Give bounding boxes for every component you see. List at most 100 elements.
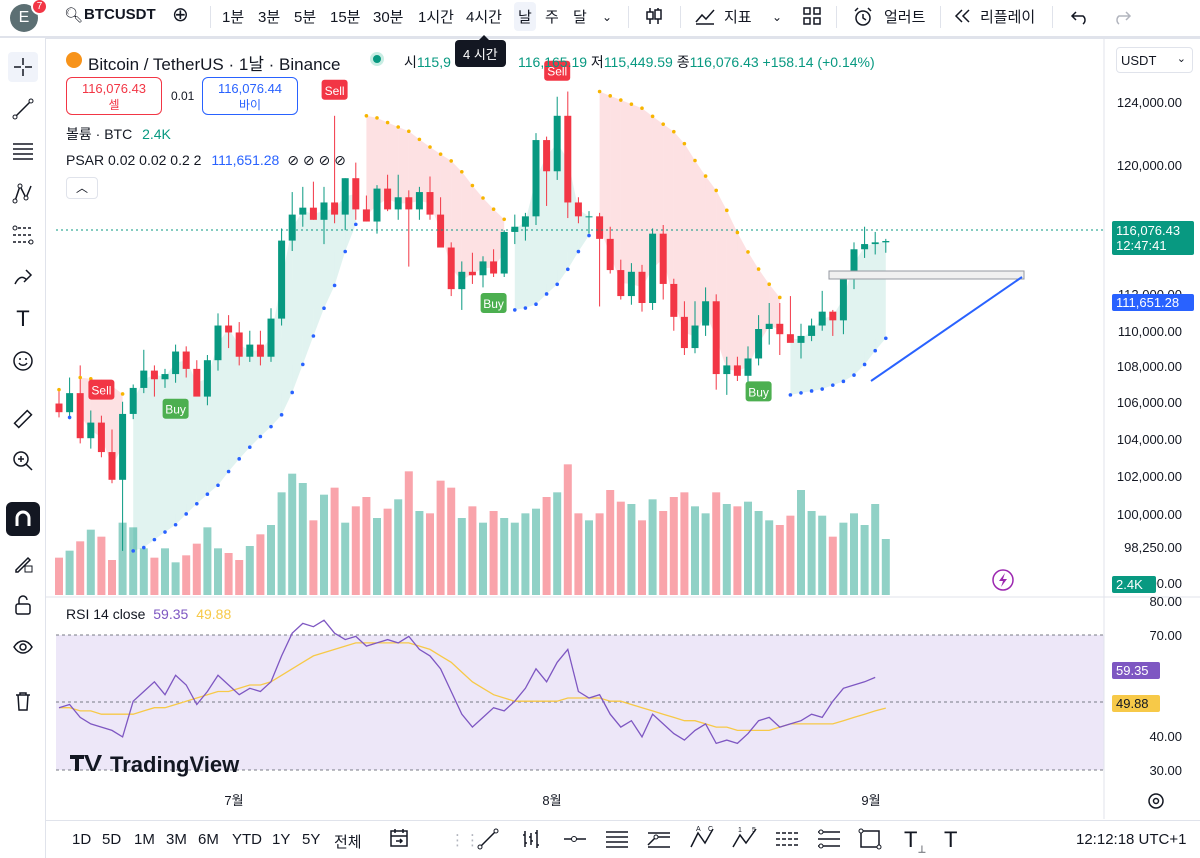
candle-body [246,344,254,357]
psar-indicator-legend[interactable]: PSAR 0.02 0.02 0.2 2 111,651.28 ⊘ ⊘ ⊘ ⊘ [66,152,346,169]
add-symbol-icon[interactable]: ⊕ [172,4,189,26]
interval-1d[interactable]: 날 [514,2,536,31]
visibility-eye-icon[interactable] [8,632,38,662]
rectangle-drawing[interactable] [828,270,1025,280]
symbol-search[interactable]: BTCUSDT [84,6,156,23]
fib-tool-icon[interactable] [646,827,672,855]
alarm-clock-icon[interactable] [852,6,874,32]
lock-drawing-icon[interactable] [8,548,38,578]
sell-button[interactable]: 116,076.43 셀 [66,77,162,115]
text-icon[interactable]: T [944,827,958,852]
emoji-icon[interactable] [8,346,38,376]
parallel-channel-icon[interactable] [604,827,630,855]
volume-indicator-legend[interactable]: 볼륨 · BTC 2.4K [66,124,171,144]
fib-retracement-icon[interactable] [8,220,38,250]
divider [940,6,941,28]
interval-15m[interactable]: 15분 [330,9,361,26]
horizontal-lines-icon[interactable] [8,136,38,166]
range-all[interactable]: 전체 [334,834,362,851]
clock-display[interactable]: 12:12:18 UTC+1 [1076,831,1187,848]
zoom-in-icon[interactable] [8,446,38,476]
currency-select[interactable]: USDT ⌄ [1116,47,1193,73]
volume-bar [510,522,519,595]
symbol-title[interactable]: Bitcoin / TetherUS · 1날 · Binance [88,55,341,74]
layout-grid-icon[interactable] [802,6,822,30]
range-1m[interactable]: 1M [134,831,155,848]
undo-icon[interactable] [1070,6,1090,30]
goto-date-icon[interactable] [388,827,410,853]
text-tool-icon[interactable]: T [16,306,30,331]
interval-4h[interactable]: 4시간 [466,9,502,26]
candle-body [680,316,688,349]
lock-icon[interactable] [8,590,38,620]
replay-icon[interactable] [952,6,972,30]
psar-dot [332,283,337,288]
volume-bar [701,513,710,595]
ruler-icon[interactable] [8,404,38,434]
crosshair-icon[interactable] [8,52,38,82]
psar-dot [322,306,326,311]
interval-1m[interactable]: 1분 [222,9,245,26]
text-note-icon[interactable]: T⊥ [904,827,927,856]
trend-line-drawing[interactable] [870,276,1023,382]
brush-icon[interactable] [8,262,38,292]
interval-1h[interactable]: 1시간 [418,9,454,26]
long-position-icon[interactable] [774,827,800,855]
chevron-down-icon[interactable]: ⌄ [602,10,613,24]
drag-handle-icon[interactable]: ⋮⋮ [450,832,480,849]
horizontal-ray-icon[interactable] [562,827,588,855]
psar-dot [703,174,708,178]
interval-3m[interactable]: 3분 [258,9,281,26]
settings-gear-icon[interactable] [1148,793,1164,809]
psar-price-tag: 111,651.28 [1112,294,1194,311]
range-5y[interactable]: 5Y [302,831,321,848]
rectangle-tool-icon[interactable] [858,827,882,855]
trash-icon[interactable] [8,686,38,716]
psar-extras: ⊘ ⊘ ⊘ ⊘ [287,152,346,168]
collapse-legend-chevron-up-icon[interactable]: ︿ [66,177,98,199]
candle-body [596,216,604,239]
range-1y[interactable]: 1Y [272,831,291,848]
range-3m[interactable]: 3M [166,831,187,848]
magnet-icon[interactable] [6,502,40,536]
psar-fill-segment [260,337,271,437]
volume-bar [436,480,445,595]
buy-button[interactable]: 116,076.44 바이 [202,77,298,115]
pattern-icon[interactable] [8,178,38,208]
volume-bar [288,473,297,595]
candle-body [850,249,858,277]
interval-30m[interactable]: 30분 [373,9,404,26]
rsi-ma-tag: 49.88 [1112,695,1160,712]
trend-line-tool-icon[interactable] [476,827,500,855]
indicators-button[interactable]: 지표 [724,9,752,26]
svg-text:A: A [696,826,701,833]
candle-body [384,188,392,210]
candles-icon[interactable] [644,6,664,30]
range-5d[interactable]: 5D [102,831,122,848]
psar-fill-segment [249,350,261,448]
interval-5m[interactable]: 5분 [294,9,317,26]
interval-1w[interactable]: 주 [545,9,559,26]
range-6m[interactable]: 6M [198,831,219,848]
price-tick: 110,000.00 [1117,324,1182,339]
bars-tool-icon[interactable] [520,827,544,855]
range-ytd[interactable]: YTD [232,831,262,848]
range-1d[interactable]: 1D [72,831,92,848]
chevron-down-icon[interactable]: ⌄ [772,10,783,24]
search-icon[interactable]: 🔍︎ [64,7,84,24]
signal-marker-box [544,60,571,81]
trend-line-icon[interactable] [8,94,38,124]
lightning-icon[interactable] [992,569,1014,591]
rsi-indicator-legend[interactable]: RSI 14 close 59.35 49.88 [66,606,231,622]
replay-button[interactable]: 리플레이 [980,9,1036,26]
alert-button[interactable]: 얼러트 [884,9,926,26]
interval-1mo[interactable]: 달 [573,9,587,26]
redo-icon[interactable] [1112,6,1132,30]
indicators-icon[interactable] [694,6,716,30]
volume-bar [182,555,191,595]
forecast-icon[interactable] [816,827,842,855]
